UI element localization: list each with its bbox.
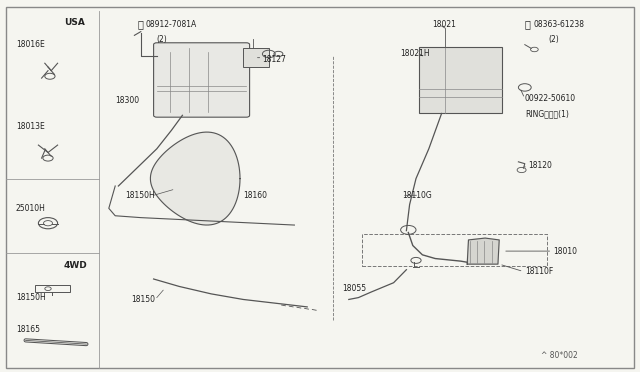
Text: 08363-61238: 08363-61238 — [533, 20, 584, 29]
Text: ^ 80*002: ^ 80*002 — [541, 351, 577, 360]
FancyBboxPatch shape — [154, 43, 250, 117]
Text: 18300: 18300 — [115, 96, 140, 105]
Text: 18127: 18127 — [262, 55, 286, 64]
Text: 18016E: 18016E — [16, 40, 45, 49]
Text: (2): (2) — [157, 35, 168, 44]
Text: 4WD: 4WD — [64, 262, 88, 270]
Text: Ⓢ: Ⓢ — [525, 19, 531, 29]
Text: RINGリング(1): RINGリング(1) — [525, 109, 569, 118]
Text: 18110F: 18110F — [525, 267, 553, 276]
Bar — [419, 46, 502, 113]
Text: 18110G: 18110G — [402, 191, 431, 200]
Text: 18165: 18165 — [16, 325, 40, 334]
Polygon shape — [150, 132, 240, 225]
Polygon shape — [467, 238, 499, 264]
Text: 18150H: 18150H — [16, 293, 45, 302]
Text: 18013E: 18013E — [16, 122, 45, 131]
Text: 00922-50610: 00922-50610 — [525, 94, 576, 103]
Text: (2): (2) — [548, 35, 559, 44]
Text: 18055: 18055 — [342, 284, 367, 293]
Text: 18010: 18010 — [554, 247, 578, 256]
Text: 18021: 18021 — [432, 20, 456, 29]
Bar — [362, 234, 547, 266]
Text: 18021H: 18021H — [400, 49, 429, 58]
Text: 25010H: 25010H — [16, 204, 46, 213]
Bar — [243, 48, 269, 67]
Text: 18120: 18120 — [528, 161, 552, 170]
Text: USA: USA — [64, 18, 85, 27]
Text: 08912-7081A: 08912-7081A — [146, 20, 197, 29]
Text: Ⓝ: Ⓝ — [138, 19, 143, 29]
Text: 18160: 18160 — [243, 191, 268, 200]
Text: 18150: 18150 — [131, 295, 155, 304]
Text: 18150H: 18150H — [125, 191, 154, 200]
Bar — [35, 285, 70, 292]
